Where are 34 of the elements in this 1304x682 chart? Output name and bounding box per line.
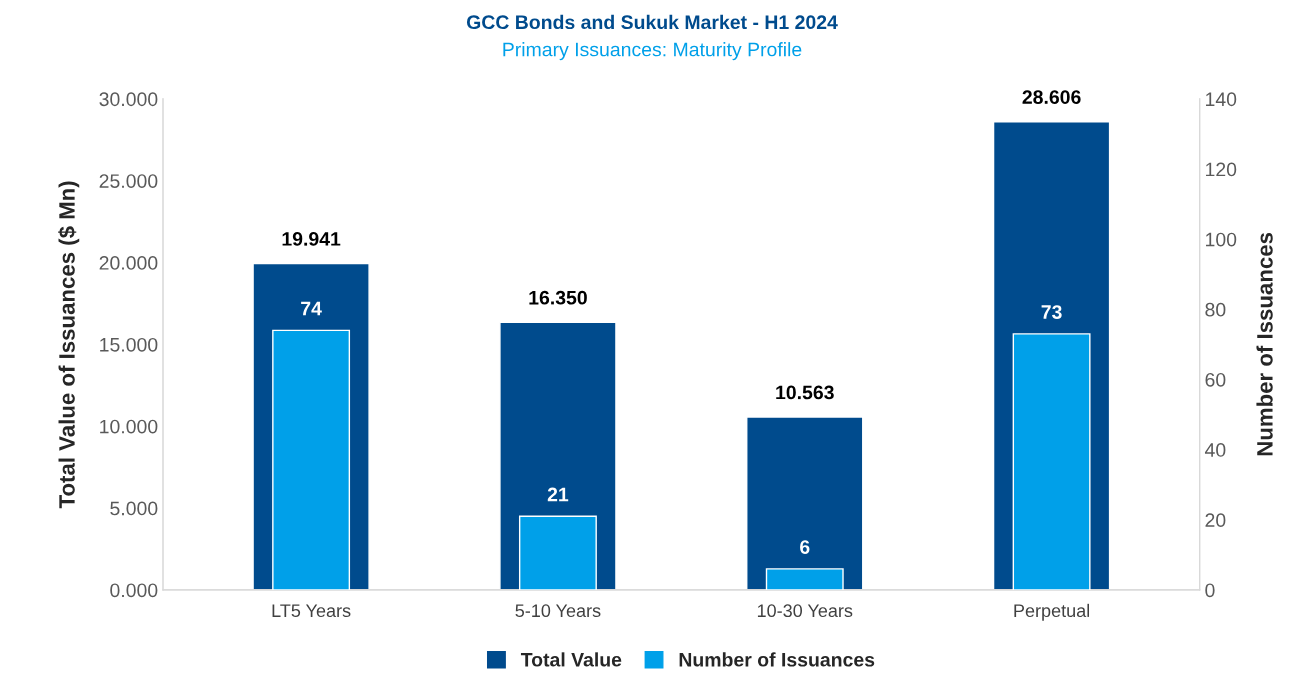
- y-tick-label: 0.000: [110, 583, 158, 598]
- y2-tick-label: 120: [1206, 162, 1237, 177]
- y2-tick-label: 40: [1204, 443, 1226, 457]
- x-tick-label: Perpetual: [1014, 603, 1090, 621]
- data-label: 16.350: [529, 290, 587, 305]
- data-label: 6: [800, 540, 810, 554]
- y-tick-label: 30.000: [99, 92, 158, 107]
- y2-tick-label: 100: [1206, 232, 1237, 247]
- data-label: 21: [547, 487, 569, 502]
- x-tick-label: 10-30 Years: [757, 604, 853, 618]
- bar: [746, 416, 864, 590]
- y-tick-label: 5.000: [110, 501, 158, 516]
- x-tick-label: 5-10 Years: [515, 604, 601, 618]
- legend-label: Number of Issuances: [679, 652, 875, 667]
- y2-tick-label: 0: [1205, 583, 1215, 598]
- legend-label: Total Value: [520, 652, 622, 667]
- y2-axis-title: Number of Issuances: [1256, 232, 1273, 456]
- data-label: 19.941: [282, 232, 341, 246]
- y-tick-label: 10.000: [100, 419, 158, 434]
- y-tick-label: 20.000: [99, 256, 158, 270]
- data-label: 74: [301, 301, 322, 316]
- y-axis-title: Total Value of Issuances ($ Mn): [58, 181, 80, 509]
- y2-tick-label: 60: [1205, 372, 1226, 387]
- y2-tick-label: 80: [1205, 302, 1226, 317]
- y2-tick-label: 20: [1205, 513, 1226, 528]
- data-label: 28.606: [1022, 90, 1081, 104]
- chart-title: GCC Bonds and Sukuk Market - H1 2024: [466, 14, 838, 30]
- y2-tick-label: 140: [1206, 92, 1237, 107]
- x-tick-label: LT5 Years: [272, 604, 351, 618]
- y-tick-label: 15.000: [100, 337, 158, 352]
- data-label: 73: [1041, 305, 1062, 319]
- y-tick-label: 25.000: [99, 174, 158, 188]
- data-label: 10.563: [776, 385, 834, 400]
- chart-subtitle: Primary Issuances: Maturity Profile: [503, 42, 802, 61]
